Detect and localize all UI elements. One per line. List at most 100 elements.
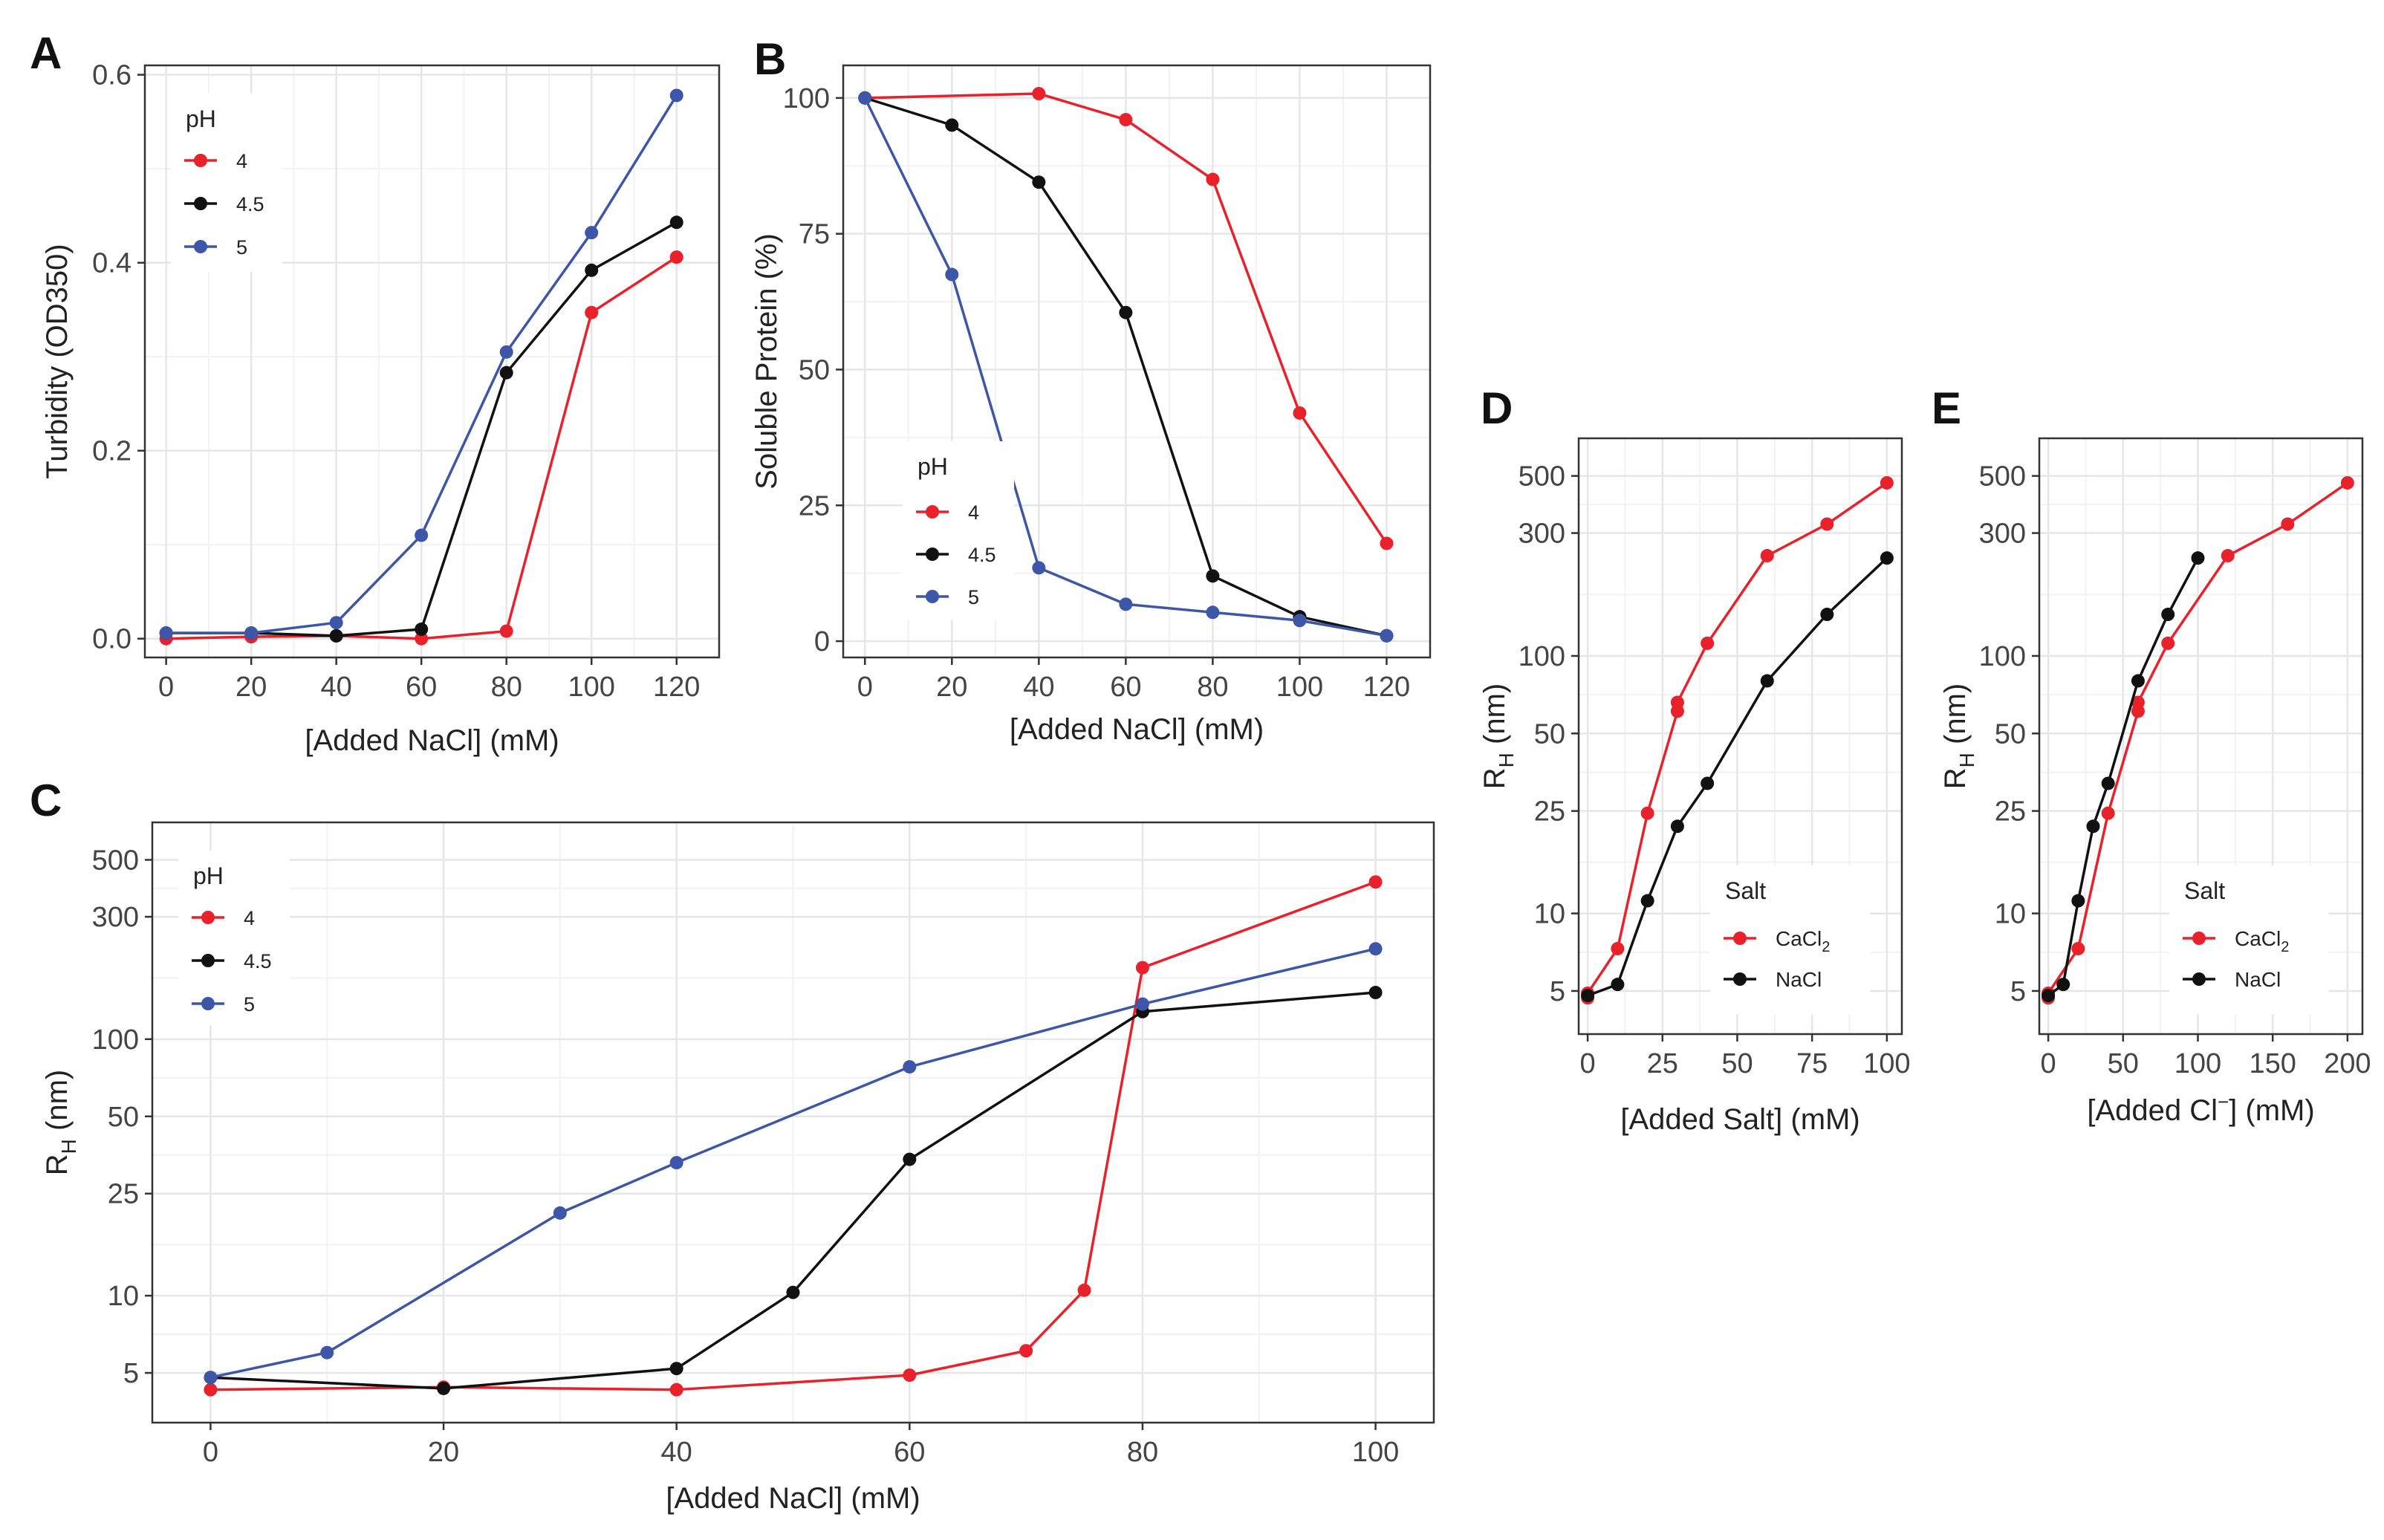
data-point bbox=[669, 215, 683, 230]
x-tick-label: 20 bbox=[236, 672, 267, 703]
x-tick-label: 80 bbox=[491, 672, 522, 703]
data-point bbox=[669, 250, 683, 264]
data-point bbox=[204, 1383, 218, 1397]
y-tick-label: 5 bbox=[1550, 976, 1565, 1007]
data-point bbox=[1640, 806, 1654, 820]
x-axis: 0 50 100 150 200 bbox=[2041, 1034, 2371, 1079]
y-tick-label: 5 bbox=[2010, 976, 2026, 1007]
y-axis-title-main: R bbox=[1939, 767, 1972, 789]
y-tick-label: 100 bbox=[1979, 641, 2026, 672]
y-axis-title: RH (nm) bbox=[41, 1070, 80, 1175]
data-point bbox=[329, 628, 343, 643]
series-nacl bbox=[1581, 551, 1894, 1003]
plot-border bbox=[143, 64, 721, 659]
x-axis-title: [Added NaCl] (mM) bbox=[305, 724, 559, 757]
data-point bbox=[415, 623, 429, 637]
x-tick-label: 0 bbox=[1580, 1048, 1596, 1079]
data-point bbox=[1760, 549, 1774, 563]
data-point bbox=[1701, 636, 1715, 650]
data-point bbox=[2101, 806, 2115, 820]
x-tick-label: 100 bbox=[1276, 672, 1323, 703]
legend-title: pH bbox=[186, 105, 216, 132]
y-axis-title: RH (nm) bbox=[1939, 683, 1978, 789]
x-tick-label: 20 bbox=[428, 1437, 459, 1468]
x-axis-title: [Added Salt] (mM) bbox=[1620, 1103, 1860, 1136]
y-tick-label: 500 bbox=[1979, 461, 2026, 493]
data-point bbox=[2131, 695, 2145, 709]
panel-letter: B bbox=[754, 34, 786, 84]
data-point bbox=[1206, 605, 1220, 620]
legend-label: 4 bbox=[244, 907, 255, 929]
y-tick-label: 300 bbox=[1979, 519, 2026, 550]
data-point bbox=[1611, 978, 1625, 992]
y-tick-label: 5 bbox=[123, 1358, 139, 1389]
data-point bbox=[329, 616, 343, 630]
y-axis-title-main: R bbox=[1478, 767, 1511, 789]
x-tick-label: 100 bbox=[2174, 1048, 2221, 1079]
data-point bbox=[945, 118, 959, 132]
data-point bbox=[669, 88, 683, 103]
legend-label: NaCl bbox=[1776, 968, 1822, 991]
legend-title: pH bbox=[917, 453, 948, 480]
legend-key-point bbox=[1733, 972, 1747, 986]
data-point bbox=[585, 305, 599, 319]
series-5 bbox=[159, 88, 683, 640]
y-tick-label: 25 bbox=[1534, 796, 1565, 828]
legend-label-main: CaCl bbox=[1776, 927, 1822, 950]
y-tick-label: 50 bbox=[799, 354, 830, 386]
y-tick-label: 10 bbox=[108, 1281, 139, 1312]
y-tick-label: 10 bbox=[1995, 899, 2026, 930]
panel-a: 0 20 40 60 80 100 120 0.0 0.2 0.4 0.6 [Added NaCl] … bbox=[30, 28, 721, 757]
data-point bbox=[1119, 113, 1133, 127]
data-point bbox=[1820, 517, 1834, 531]
data-point bbox=[553, 1206, 567, 1220]
legend-key-point bbox=[926, 590, 939, 603]
x-axis-title-sup: − bbox=[2218, 1091, 2229, 1113]
legend-key-point bbox=[201, 954, 215, 967]
y-axis: 5 10 25 50 100 300 500 bbox=[1519, 461, 1579, 1007]
y-axis-title-suffix: (nm) bbox=[1939, 683, 1972, 753]
y-tick-label: 25 bbox=[1995, 796, 2026, 828]
data-point bbox=[1119, 597, 1133, 611]
y-tick-label: 25 bbox=[108, 1179, 139, 1210]
plot-border bbox=[2038, 437, 2364, 1036]
y-tick-label: 50 bbox=[108, 1102, 139, 1133]
x-tick-label: 0 bbox=[2041, 1048, 2056, 1079]
x-axis-title: [Added NaCl] (mM) bbox=[666, 1482, 920, 1515]
data-point bbox=[2042, 989, 2056, 1003]
legend-box bbox=[903, 441, 1014, 620]
legend-label-main: NaCl bbox=[2235, 968, 2281, 991]
legend-key-point bbox=[194, 197, 207, 210]
legend-label-main: CaCl bbox=[2235, 927, 2281, 950]
series-line bbox=[1587, 556, 1888, 997]
legend-title: Salt bbox=[1725, 877, 1766, 904]
data-point bbox=[669, 1156, 683, 1170]
data-point bbox=[499, 624, 513, 638]
x-tick-label: 40 bbox=[321, 672, 352, 703]
x-tick-label: 0 bbox=[203, 1437, 218, 1468]
x-tick-label: 60 bbox=[406, 672, 437, 703]
data-point bbox=[1670, 819, 1684, 834]
panel-c: 0 20 40 60 80 100 5 10 25 50 100 300 500 [Added NaCl]… bbox=[30, 776, 1435, 1515]
series-line bbox=[2047, 557, 2200, 997]
x-tick-label: 150 bbox=[2249, 1048, 2296, 1079]
y-tick-label: 25 bbox=[799, 490, 830, 522]
legend-title: Salt bbox=[2184, 877, 2225, 904]
legend-key-point bbox=[201, 997, 215, 1010]
legend-label: NaCl bbox=[2235, 968, 2281, 991]
x-axis-title: [Added Cl−] (mM) bbox=[2087, 1091, 2314, 1127]
data-point bbox=[669, 1362, 683, 1376]
data-point bbox=[2191, 551, 2205, 565]
data-point bbox=[1368, 875, 1383, 889]
x-tick-label: 25 bbox=[1647, 1048, 1678, 1079]
legend-label: 5 bbox=[968, 586, 979, 608]
legend-label: 5 bbox=[244, 993, 255, 1016]
x-axis-title-main: [Added Cl bbox=[2087, 1094, 2218, 1127]
y-tick-label: 0.0 bbox=[92, 624, 131, 655]
x-axis: 0 20 40 60 80 100 120 bbox=[158, 657, 700, 703]
x-tick-label: 100 bbox=[1863, 1048, 1910, 1079]
legend-label-sub: 2 bbox=[2281, 939, 2289, 955]
y-tick-label: 50 bbox=[1534, 718, 1565, 750]
